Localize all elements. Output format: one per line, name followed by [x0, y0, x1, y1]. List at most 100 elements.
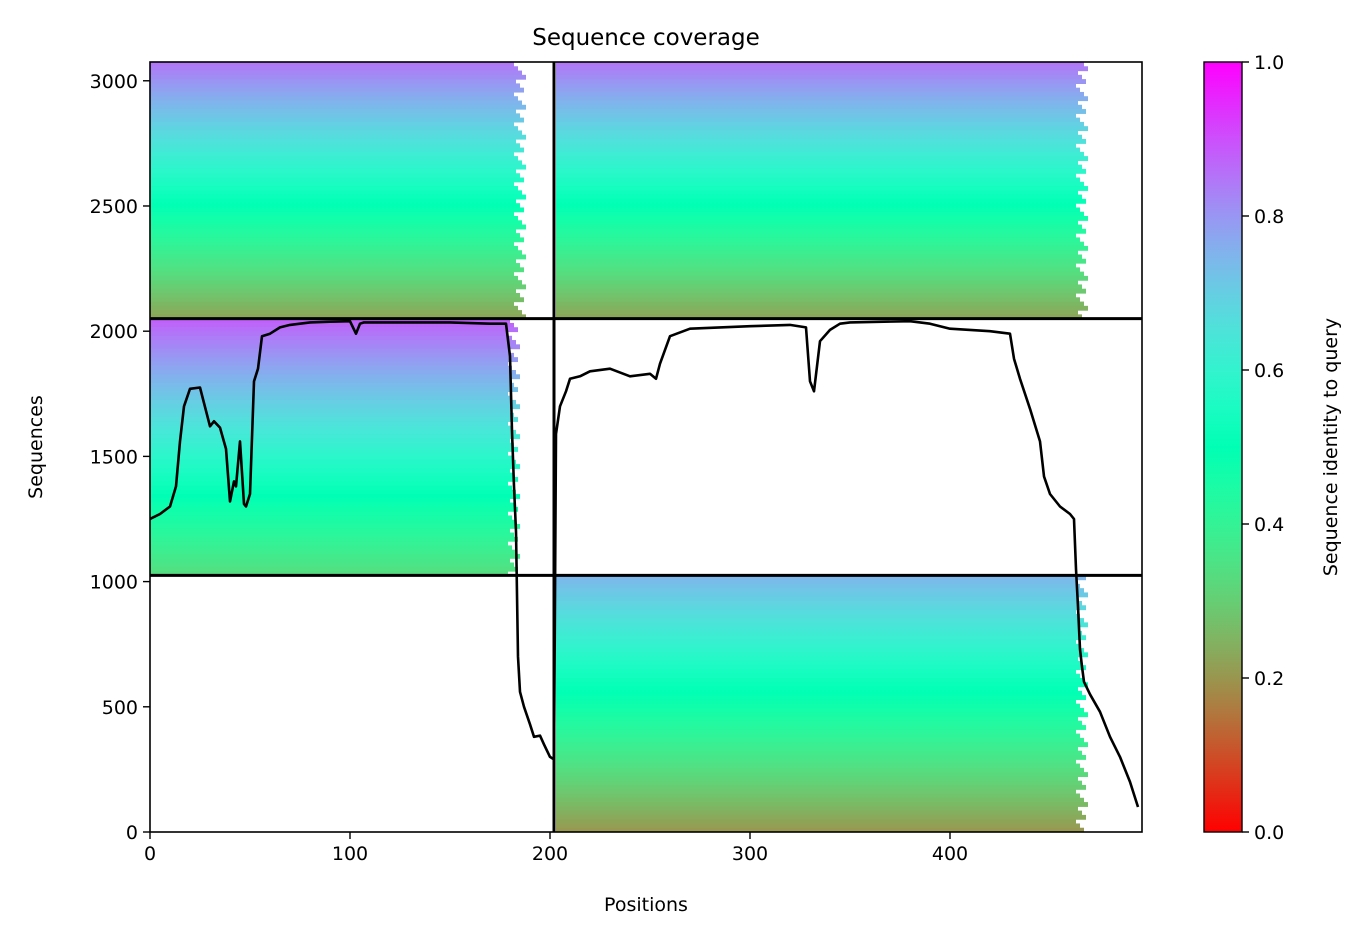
- heatmap-band: [150, 293, 520, 298]
- heatmap-band: [150, 485, 512, 491]
- heatmap-band: [150, 305, 518, 311]
- heatmap-band: [150, 361, 508, 367]
- heatmap-band: [150, 322, 514, 328]
- heatmap-band: [556, 237, 1080, 243]
- heatmap-band: [150, 558, 510, 564]
- heatmap-band: [150, 258, 516, 264]
- heatmap-band: [150, 408, 510, 414]
- heatmap-band: [556, 301, 1084, 307]
- heatmap-band: [556, 126, 1088, 132]
- heatmap-band: [150, 109, 516, 114]
- heatmap-band: [150, 254, 526, 260]
- heatmap-band: [150, 438, 510, 444]
- y-axis-ticks: 0 500 1000 1500 2000 2500 3000: [90, 71, 150, 844]
- heatmap-band: [556, 203, 1076, 209]
- heatmap-band: [556, 181, 1084, 187]
- heatmap-band: [150, 370, 516, 375]
- heatmap-band: [150, 352, 514, 358]
- heatmap-band: [150, 310, 522, 315]
- heatmap-band: [150, 190, 522, 196]
- y-tick-label: 1500: [90, 446, 138, 468]
- heatmap-band: [556, 665, 1086, 671]
- heatmap-band: [556, 596, 1078, 602]
- heatmap-band: [556, 827, 1084, 832]
- heatmap-band: [556, 164, 1082, 170]
- heatmap-band: [150, 571, 508, 576]
- heatmap-band: [556, 190, 1078, 196]
- heatmap-band: [150, 173, 520, 179]
- heatmap-band: [556, 780, 1082, 786]
- colorbar-tick-label: 1.0: [1254, 52, 1284, 74]
- heatmap-band: [556, 601, 1082, 606]
- heatmap-band: [556, 267, 1080, 273]
- heatmap-band: [150, 502, 514, 508]
- heatmap-band: [556, 660, 1082, 666]
- heatmap-block: [150, 318, 520, 576]
- heatmap-band: [150, 382, 514, 388]
- heatmap-band: [150, 66, 518, 72]
- heatmap-band: [150, 271, 514, 277]
- heatmap-band: [556, 776, 1078, 782]
- heatmap-band: [150, 164, 526, 170]
- heatmap-band: [150, 126, 518, 132]
- heatmap-band: [556, 806, 1078, 812]
- heatmap-band: [556, 755, 1086, 760]
- heatmap-band: [556, 613, 1080, 619]
- heatmap-band: [556, 147, 1080, 153]
- heatmap-band: [150, 404, 520, 410]
- heatmap-band: [556, 742, 1088, 748]
- heatmap-band: [556, 656, 1078, 662]
- heatmap-band: [150, 536, 518, 542]
- heatmap-band: [150, 417, 518, 422]
- heatmap-band: [150, 549, 516, 555]
- heatmap-band: [150, 186, 518, 191]
- heatmap-band: [556, 288, 1086, 294]
- heatmap-band: [150, 314, 526, 320]
- heatmap-band: [556, 703, 1080, 709]
- heatmap-band: [556, 819, 1076, 825]
- heatmap-band: [150, 203, 520, 209]
- heatmap-band: [150, 391, 508, 397]
- heatmap-band: [150, 211, 514, 217]
- heatmap-band: [150, 357, 518, 363]
- heatmap-band: [150, 139, 516, 144]
- heatmap-band: [150, 177, 524, 183]
- heatmap-band: [556, 690, 1082, 696]
- heatmap-band: [150, 331, 508, 337]
- heatmap-band: [556, 310, 1078, 315]
- heatmap-band: [556, 250, 1078, 256]
- x-tick-label: 0: [144, 843, 156, 865]
- heatmap-band: [150, 447, 518, 452]
- heatmap-block: [150, 62, 526, 320]
- heatmap-band: [150, 70, 522, 76]
- heatmap-band: [150, 528, 510, 534]
- heatmap-band: [150, 275, 518, 281]
- heatmap-band: [556, 258, 1086, 264]
- heatmap-band: [556, 759, 1076, 765]
- y-axis-label: Sequences: [25, 395, 47, 499]
- heatmap-band: [556, 96, 1088, 102]
- heatmap-band: [150, 207, 524, 213]
- x-tick-label: 400: [932, 843, 968, 865]
- y-tick-label: 500: [102, 697, 138, 719]
- heatmap-band: [556, 130, 1078, 136]
- heatmap-band: [556, 293, 1076, 298]
- heatmap-band: [556, 216, 1088, 221]
- heatmap-band: [150, 399, 516, 405]
- y-tick-label: 0: [126, 822, 138, 844]
- heatmap-band: [150, 506, 518, 512]
- heatmap-band: [556, 143, 1076, 149]
- heatmap-band: [150, 100, 522, 106]
- colorbar-tick-label: 0.0: [1254, 822, 1284, 844]
- heatmap-band: [150, 267, 524, 273]
- heatmap-band: [150, 498, 510, 504]
- heatmap-band: [150, 83, 520, 89]
- heatmap-band: [556, 177, 1080, 183]
- heatmap-band: [150, 519, 516, 525]
- heatmap-band: [556, 224, 1082, 230]
- heatmap-band: [150, 532, 514, 538]
- heatmap-band: [556, 194, 1082, 200]
- heatmap-band: [556, 725, 1086, 730]
- heatmap-band: [150, 241, 514, 247]
- heatmap-band: [150, 472, 514, 478]
